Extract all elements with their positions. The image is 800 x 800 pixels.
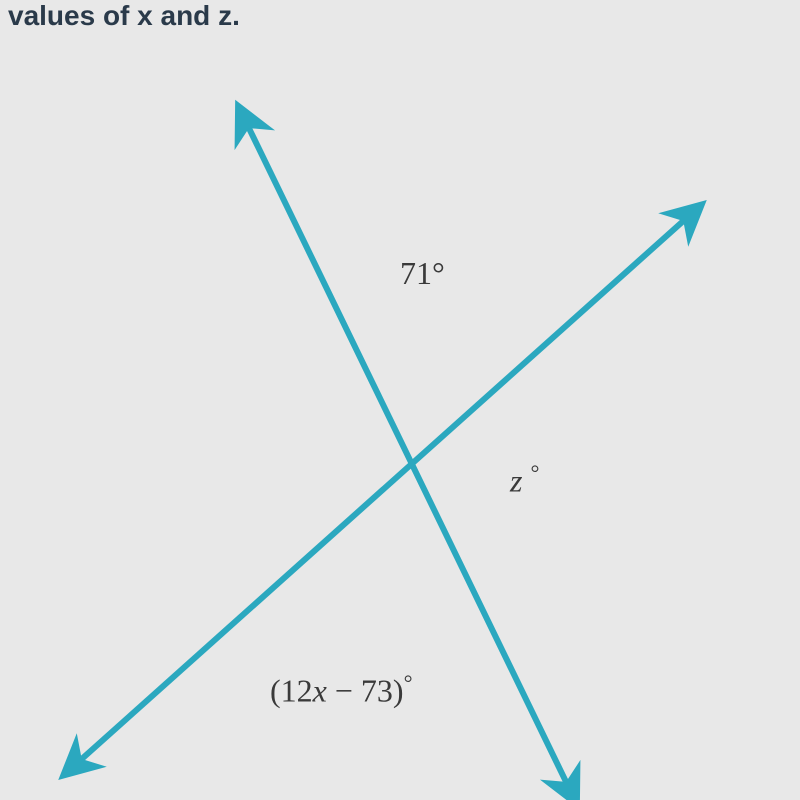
angle-label-right: z ° (510, 460, 539, 500)
angle-label-bottom: (12x − 73)° (270, 670, 413, 710)
degree-symbol: ° (530, 460, 539, 485)
angle-top-value: 71° (400, 255, 445, 291)
angle-label-top: 71° (400, 255, 445, 292)
angle-right-variable: z (510, 463, 522, 499)
